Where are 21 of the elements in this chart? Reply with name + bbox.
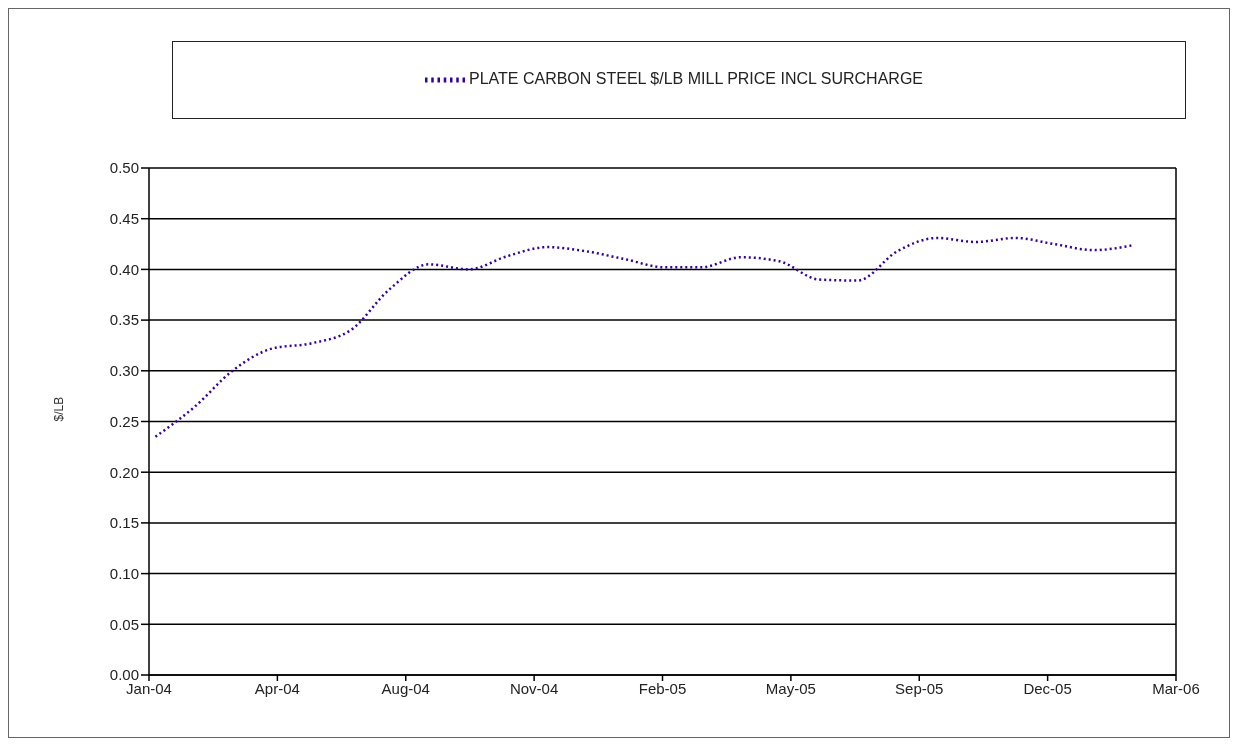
y-tick-label: 0.20 [109, 463, 139, 481]
x-tick-label: Aug-04 [381, 679, 430, 697]
x-tick-label: Nov-04 [509, 679, 559, 697]
y-tick-label: 0.50 [109, 159, 139, 177]
x-tick-label: Sep-05 [895, 679, 944, 697]
y-tick-label: 0.10 [109, 564, 139, 582]
x-tick-label: May-05 [765, 679, 816, 697]
y-tick-label: 0.25 [109, 412, 139, 430]
y-tick-label: 0.05 [109, 615, 139, 633]
y-tick-label: 0.40 [109, 260, 139, 278]
x-tick-label: Dec-05 [1023, 679, 1072, 697]
line-series [154, 236, 1135, 438]
x-tick-label: Apr-04 [254, 679, 300, 697]
y-tick-label: 0.30 [109, 362, 139, 380]
x-tick-label: Mar-06 [1152, 679, 1200, 697]
y-tick-label: 0.35 [109, 311, 139, 329]
y-axis-title: $/LB [52, 396, 67, 422]
legend-label: PLATE CARBON STEEL $/LB MILL PRICE INCL SURCHARGE [468, 70, 924, 88]
y-tick-label: 0.15 [109, 514, 139, 532]
x-tick-label: Feb-05 [638, 679, 687, 697]
y-tick-label: 0.45 [109, 210, 139, 228]
